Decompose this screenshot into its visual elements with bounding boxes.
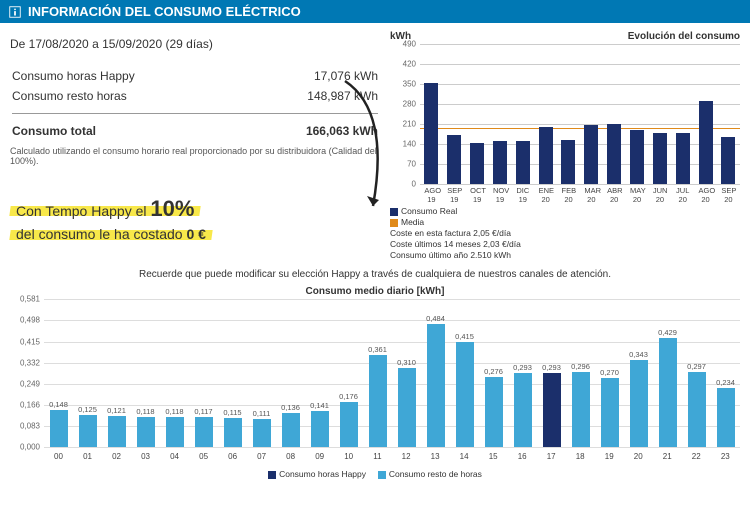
- evo-bar: [653, 133, 667, 184]
- calc-note: Calculado utilizando el consumo horario …: [10, 146, 380, 166]
- daily-bar: [514, 373, 532, 448]
- daily-bar: [659, 338, 677, 447]
- evo-bar: [493, 141, 507, 184]
- info-icon: [8, 5, 22, 19]
- daily-bar: [253, 419, 271, 447]
- consumption-table: Consumo horas Happy17,076 kWh Consumo re…: [10, 65, 380, 142]
- daily-bar: [340, 402, 358, 447]
- evo-bar: [607, 124, 621, 184]
- daily-bar: [224, 418, 242, 447]
- evo-bar: [630, 130, 644, 184]
- daily-bar: [195, 417, 213, 447]
- reminder-text: Recuerde que puede modificar su elección…: [0, 265, 750, 284]
- evo-bar: [676, 133, 690, 184]
- evo-bar: [424, 83, 438, 184]
- evo-bar: [561, 140, 575, 184]
- evo-bar: [539, 127, 553, 184]
- daily-chart: 0,1480,1250,1210,1180,1180,1170,1150,111…: [10, 299, 740, 479]
- daily-bar: [456, 342, 474, 448]
- evo-title: Evolución del consumo: [628, 31, 740, 42]
- daily-bar: [311, 411, 329, 447]
- daily-bar: [50, 410, 68, 448]
- evo-bar: [516, 141, 530, 184]
- daily-bar: [485, 377, 503, 447]
- highlight-callout: Con Tempo Happy el 10% del consumo le ha…: [10, 194, 212, 244]
- evo-bar: [584, 125, 598, 184]
- daily-bar: [688, 372, 706, 448]
- daily-legend: Consumo horas Happy Consumo resto de hor…: [10, 469, 740, 479]
- evo-bar: [447, 135, 461, 184]
- evolution-chart: AGO19SEP19OCT19NOV19DIC19ENE20FEB20MAR20…: [390, 44, 740, 204]
- section-header: INFORMACIÓN DEL CONSUMO ELÉCTRICO: [0, 0, 750, 23]
- daily-bar: [398, 368, 416, 447]
- total-label: Consumo total: [12, 122, 241, 140]
- header-title: INFORMACIÓN DEL CONSUMO ELÉCTRICO: [28, 4, 301, 19]
- billing-period: De 17/08/2020 a 15/09/2020 (29 días): [10, 37, 380, 51]
- daily-bar: [137, 417, 155, 447]
- rest-label: Consumo resto horas: [12, 87, 241, 105]
- daily-bar: [108, 416, 126, 447]
- evo-bar: [721, 137, 735, 184]
- daily-chart-title: Consumo medio diario [kWh]: [0, 286, 750, 297]
- daily-bar: [369, 355, 387, 447]
- daily-bar: [601, 378, 619, 447]
- daily-bar: [717, 388, 735, 448]
- evo-bar: [699, 101, 713, 184]
- daily-bar: [166, 417, 184, 447]
- daily-bar: [572, 372, 590, 447]
- daily-bar: [630, 360, 648, 447]
- evo-legend: Consumo Real Media Coste en esta factura…: [390, 206, 740, 261]
- arrow-icon: [335, 71, 395, 221]
- daily-bar: [79, 415, 97, 447]
- daily-bar: [427, 324, 445, 447]
- evo-bar: [470, 143, 484, 184]
- daily-bar: [282, 413, 300, 448]
- happy-label: Consumo horas Happy: [12, 67, 241, 85]
- daily-bar: [543, 373, 561, 448]
